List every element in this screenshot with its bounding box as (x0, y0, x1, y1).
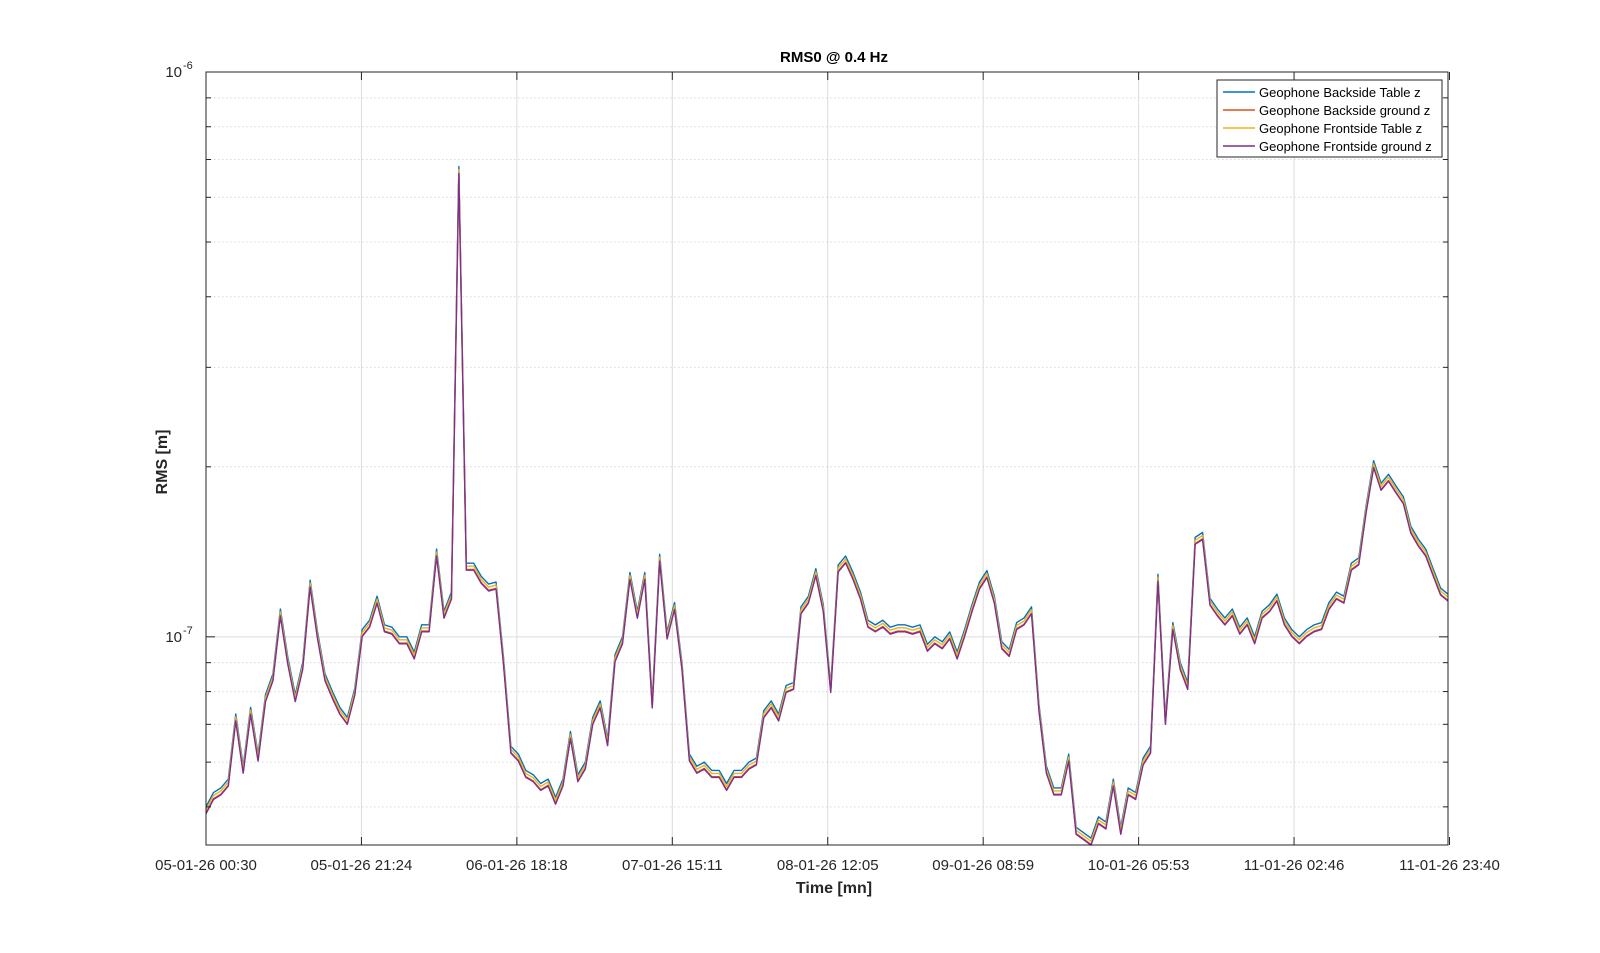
legend-item: Geophone Frontside ground z (1223, 139, 1432, 154)
legend-item: Geophone Frontside Table z (1223, 121, 1422, 136)
y-tick-label: 10 -7 (165, 625, 192, 646)
legend-label: Geophone Backside Table z (1259, 85, 1421, 100)
y-tick-base: 10 (165, 629, 182, 646)
series-line-4 (205, 172, 1449, 846)
legend-label: Geophone Frontside ground z (1259, 139, 1432, 154)
x-tick-label: 06-01-26 18:18 (466, 857, 568, 874)
x-tick-label: 09-01-26 08:59 (932, 857, 1034, 874)
y-axis-label: RMS [m] (154, 430, 171, 495)
axis-ticks (205, 71, 1450, 845)
y-tick-labels: 10-710-6 (165, 60, 192, 646)
x-tick-label: 08-01-26 12:05 (777, 857, 879, 874)
x-tick-labels: 05-01-26 00:30 05-01-26 21:24 06-01-26 18:… (155, 857, 1500, 874)
y-tick-base: 10 (165, 64, 182, 81)
x-tick-label: 07-01-26 15:11 (622, 857, 723, 874)
legend-label: Geophone Frontside Table z (1259, 121, 1422, 136)
series-lines (205, 165, 1449, 846)
y-tick-exponent: -7 (183, 625, 193, 637)
legend-item: Geophone Backside Table z (1223, 85, 1421, 100)
legend-item: Geophone Backside ground z (1223, 103, 1430, 118)
plot-background (206, 72, 1448, 845)
legend-label: Geophone Backside ground z (1259, 103, 1430, 118)
x-tick-label: 11-01-26 02:46 (1244, 857, 1345, 874)
legend: Geophone Backside Table z Geophone Backsi… (1216, 79, 1443, 158)
chart-title: RMS0 @ 0.4 Hz (780, 49, 888, 66)
plot-frame (205, 71, 1449, 846)
grid-lines (206, 72, 1448, 845)
x-tick-label: 11-01-26 23:40 (1399, 857, 1500, 874)
x-tick-label: 10-01-26 05:53 (1088, 857, 1190, 874)
legend-box (1216, 79, 1443, 158)
x-tick-label: 05-01-26 21:24 (311, 857, 413, 874)
x-tick-label: 05-01-26 00:30 (155, 857, 257, 874)
y-tick-exponent: -6 (183, 60, 193, 72)
x-axis-label: Time [mn] (796, 880, 872, 897)
y-tick-label: 10 -6 (165, 60, 192, 81)
